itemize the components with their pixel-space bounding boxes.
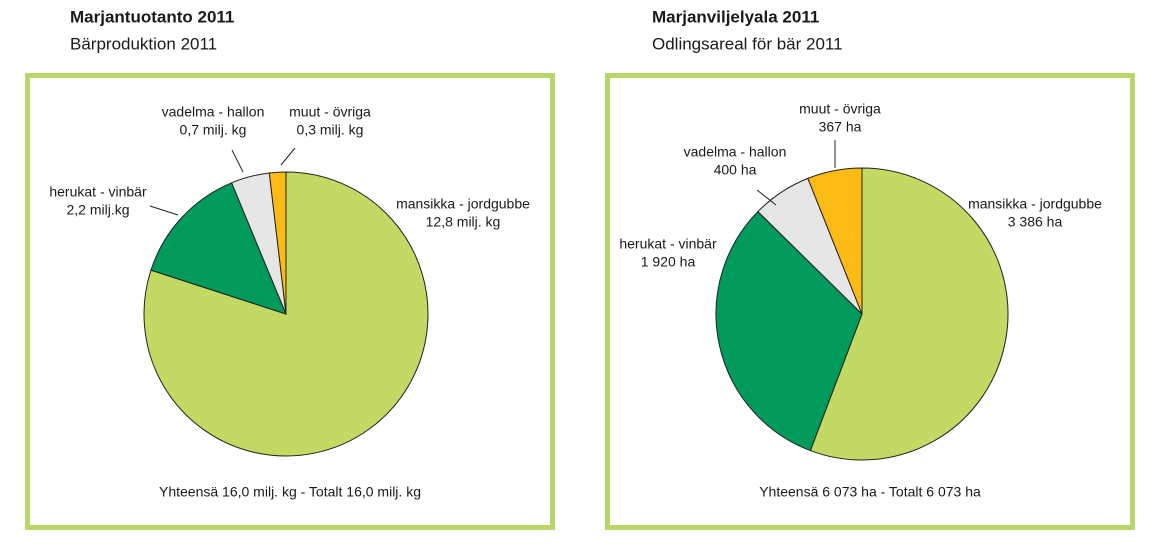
slice-label: muut - övriga: [799, 101, 881, 117]
chart-subtitle: Odlingsareal för bär 2011: [652, 34, 843, 53]
slice-value-label: 12,8 milj. kg: [426, 214, 501, 230]
slice-value-label: 0,7 milj. kg: [180, 122, 247, 138]
leader-line: [280, 147, 296, 166]
leader-line: [231, 149, 244, 173]
panel-frame: [25, 73, 555, 530]
slice-label: herukat - vinbär: [619, 236, 717, 252]
slice-value-label: 400 ha: [714, 162, 757, 178]
slice-label: herukat - vinbär: [49, 184, 147, 200]
pie-slice: [268, 171, 287, 315]
total-note: Yhteensä 6 073 ha - Totalt 6 073 ha: [759, 484, 981, 500]
leader-line: [756, 189, 777, 206]
leader-line: [149, 205, 179, 216]
slice-value-label: 3 386 ha: [1008, 214, 1063, 230]
slice-label: vadelma - hallon: [162, 104, 265, 120]
total-note: Yhteensä 16,0 milj. kg - Totalt 16,0 mil…: [159, 484, 421, 500]
chart-subtitle: Bärproduktion 2011: [70, 34, 217, 53]
pie-slice: [809, 167, 1009, 461]
panel-frame: [605, 73, 1135, 530]
pie-slice: [150, 182, 287, 315]
pie-slice: [807, 167, 863, 315]
slice-label: mansikka - jordgubbe: [968, 196, 1102, 212]
slice-label: mansikka - jordgubbe: [396, 196, 530, 212]
slice-label: muut - övriga: [289, 104, 371, 120]
slice-value-label: 367 ha: [819, 119, 862, 135]
slice-value-label: 2,2 milj.kg: [66, 202, 129, 218]
chart-title: Marjantuotanto 2011: [70, 7, 234, 26]
slice-value-label: 1 920 ha: [641, 254, 696, 270]
slice-label: vadelma - hallon: [684, 144, 787, 160]
slice-value-label: 0,3 milj. kg: [297, 122, 364, 138]
pie-slice: [715, 210, 863, 452]
chart-title: Marjanviljelyala 2011: [652, 7, 819, 26]
